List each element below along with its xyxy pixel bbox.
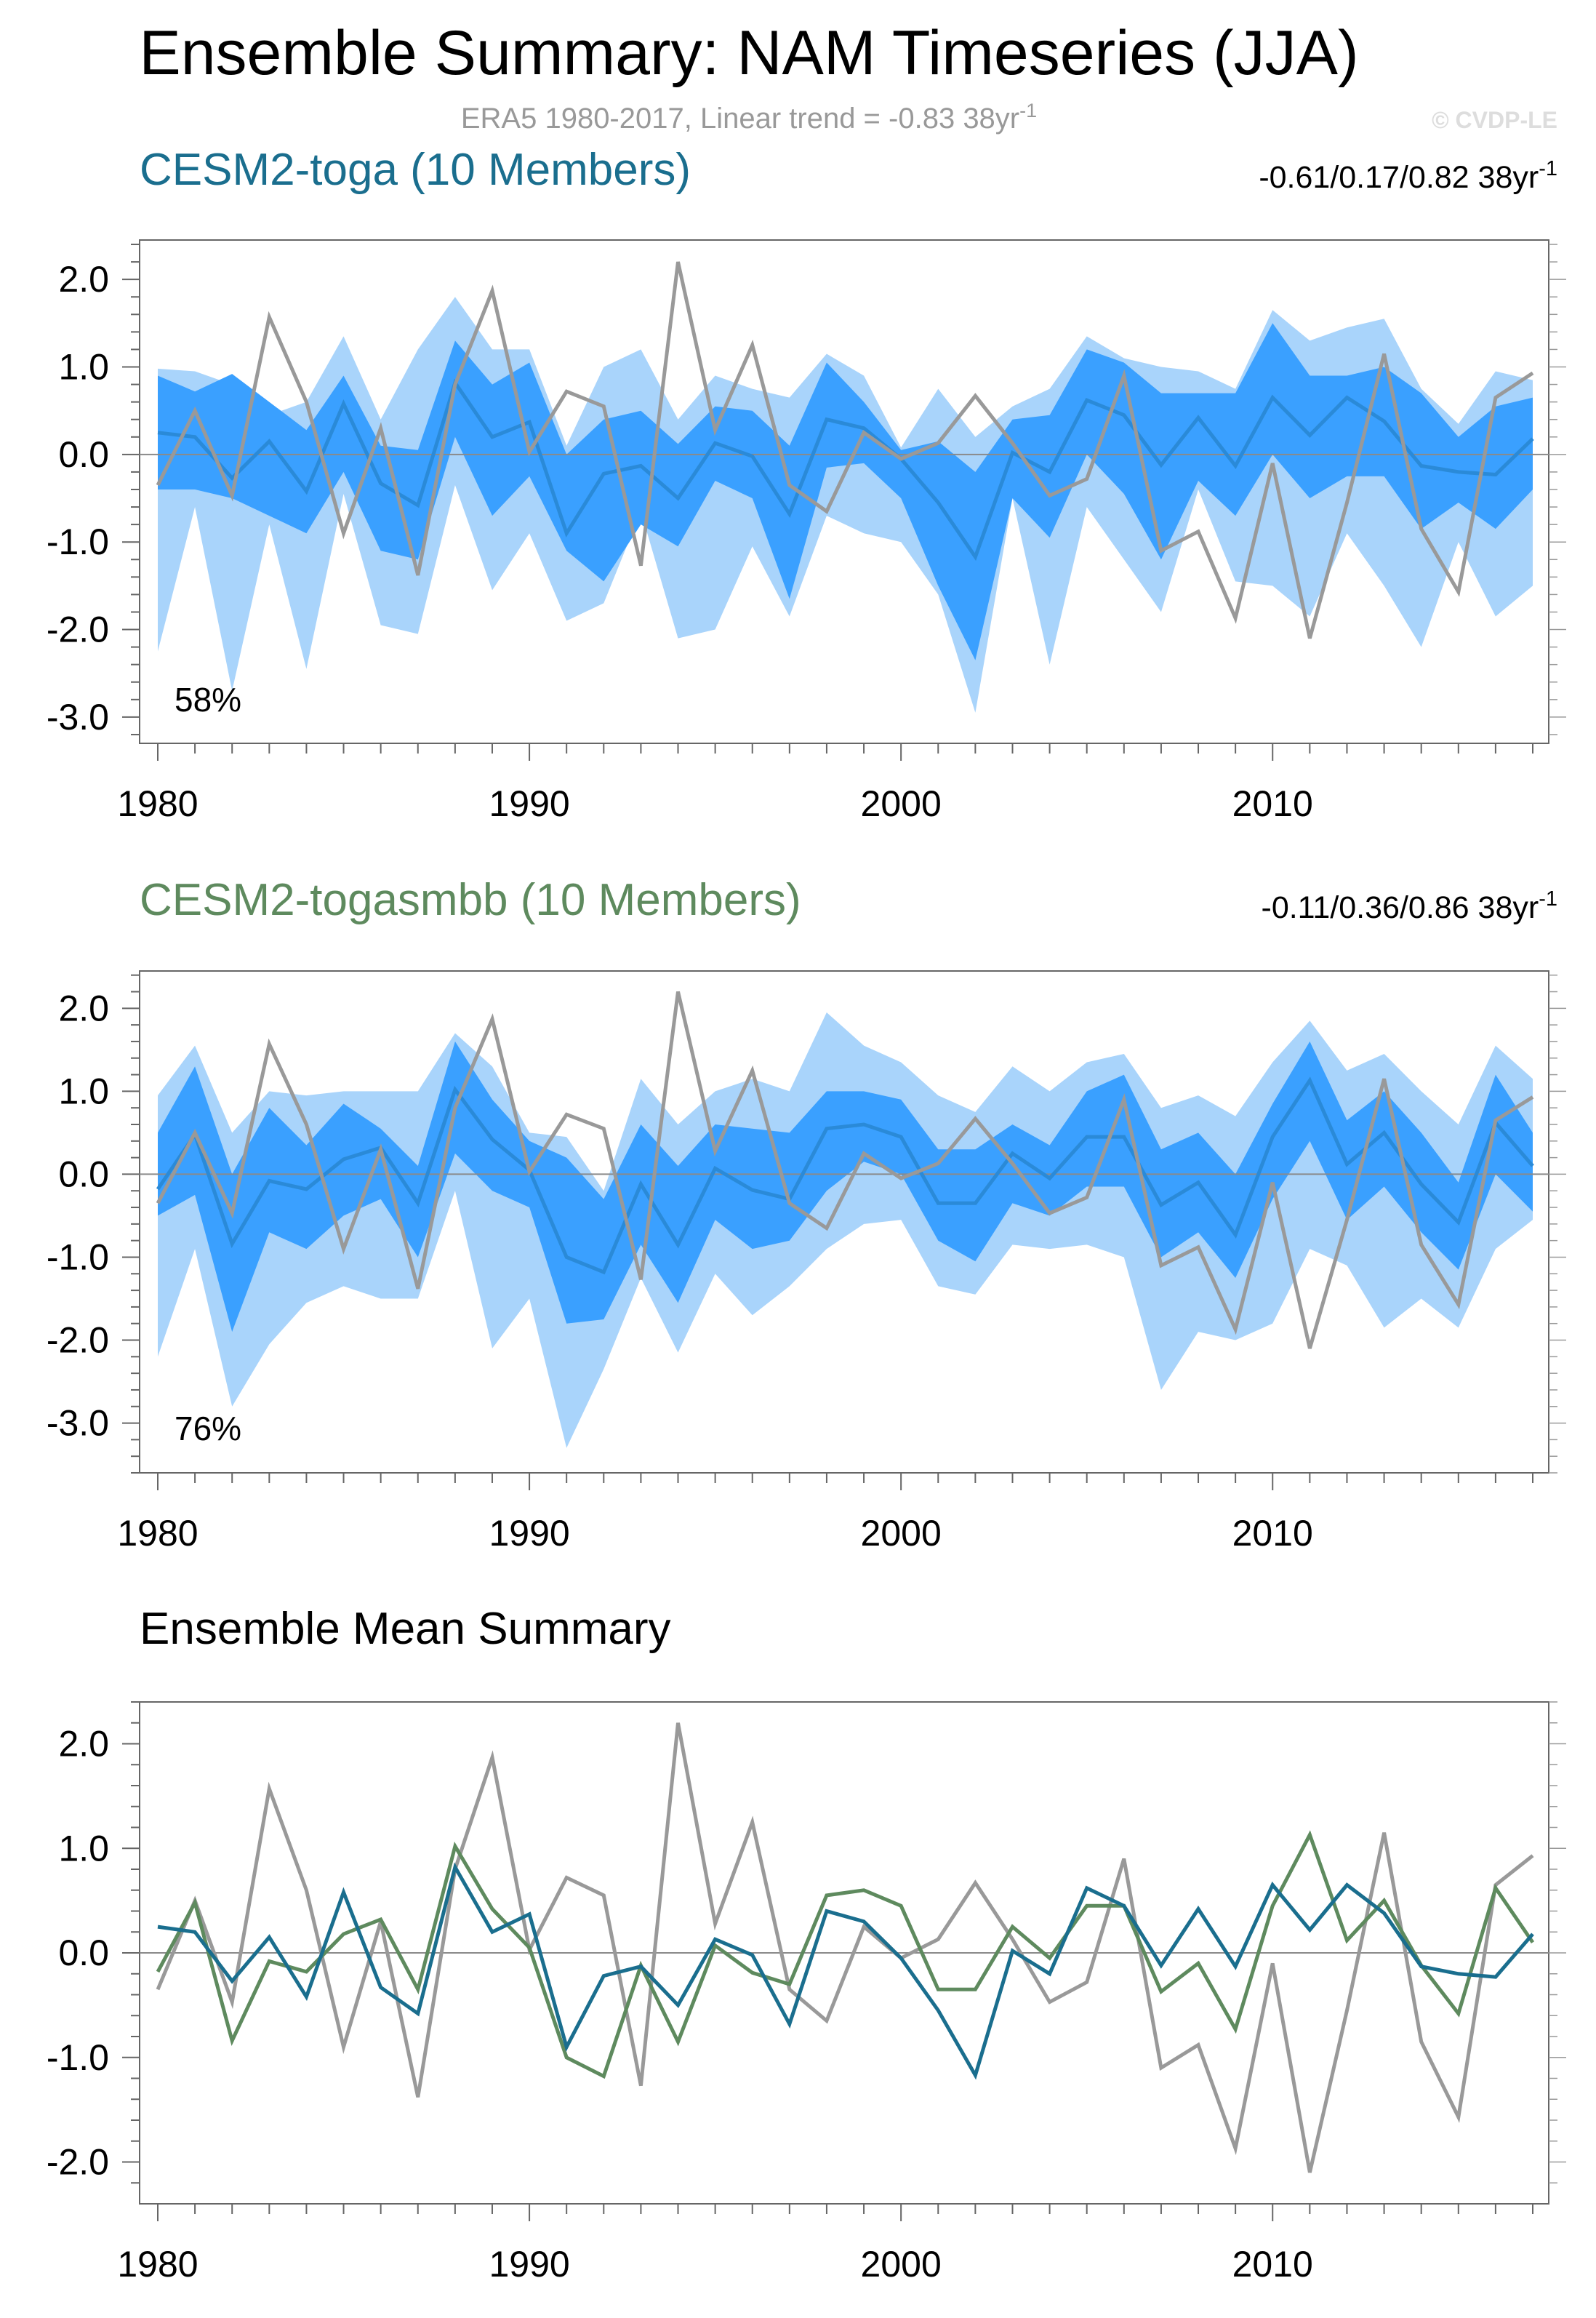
x-tick-label: 2010 [1232,1513,1313,1554]
x-tick-label: 1990 [489,783,569,824]
cesm2-toga-line [157,1862,1534,2080]
y-tick-label: -3.0 [47,697,109,738]
trend-label: -0.61/0.17/0.82 38yr-1 [1259,157,1557,195]
ensemble-mean-line [157,378,1534,561]
x-tick-label: 2010 [1232,2244,1313,2285]
x-tick-label: 1990 [489,1513,569,1554]
trend-exponent: -1 [1539,157,1557,180]
trend-label: -0.11/0.36/0.86 38yr-1 [1262,887,1558,925]
y-tick-label: 1.0 [58,1828,109,1869]
percent-label: 76% [175,1410,241,1447]
observed-line [156,1722,1534,2173]
panel-ensemble-mean-summary: Ensemble Mean Summary 2.0 1.0 0.0 -1.0 -2.0 1… [47,1604,1566,2285]
y-tick-label: 0.0 [58,1933,109,1973]
x-tick-label: 2010 [1232,783,1313,824]
panel-title: Ensemble Mean Summary [140,1604,671,1654]
y-tick-label: 1.0 [58,1071,109,1111]
x-tick-label: 1990 [489,2244,569,2285]
percent-label: 58% [175,681,241,719]
x-tick-label: 2000 [861,2244,942,2285]
subtitle-exponent: -1 [1019,100,1037,121]
plot-area: 2.0 1.0 0.0 -1.0 -2.0 -3.0 1980 1990 2000 2010 [47,970,1566,1554]
trend-text: -0.61/0.17/0.82 38yr [1259,160,1539,195]
subtitle-text: ERA5 1980-2017, Linear trend = -0.83 38y… [461,103,1019,135]
trend-text: -0.11/0.36/0.86 38yr [1262,890,1539,925]
y-tick-label: -1.0 [47,1236,109,1277]
y-tick-label: 2.0 [58,1724,109,1765]
y-tick-label: -3.0 [47,1403,109,1444]
figure-subtitle: ERA5 1980-2017, Linear trend = -0.83 38y… [461,100,1037,135]
x-tick-label: 1980 [117,783,198,824]
ensemble-mean-line [156,1076,1534,1275]
panel-title: CESM2-togasmbb (10 Members) [140,875,801,925]
credit-label: © CVDP-LE [1432,107,1557,133]
plot-area: 2.0 1.0 0.0 -1.0 -2.0 -3.0 1980 1990 2000 2010 [47,239,1566,824]
y-tick-label: 1.0 [58,347,109,388]
panel-title: CESM2-toga (10 Members) [140,145,691,195]
y-tick-label: -2.0 [47,610,109,650]
spread-band-inner [158,1041,1533,1332]
cesm2-togasmbb-line [156,1830,1535,2079]
y-tick-label: 2.0 [58,259,109,300]
y-tick-label: 0.0 [58,434,109,475]
observed-line [156,991,1534,1349]
y-tick-label: -2.0 [47,2142,109,2183]
y-tick-label: 2.0 [58,988,109,1028]
x-tick-label: 2000 [861,783,942,824]
y-tick-label: -1.0 [47,2037,109,2078]
y-tick-label: -1.0 [47,521,109,562]
spread-band-inner [158,323,1533,660]
x-tick-label: 1980 [117,1513,198,1554]
y-tick-label: -2.0 [47,1320,109,1361]
x-tick-label: 1980 [117,2244,198,2285]
panel-cesm2-togasmbb: CESM2-togasmbb (10 Members) -0.11/0.36/0… [47,875,1566,1554]
trend-exponent: -1 [1539,887,1557,911]
figure-title: Ensemble Summary: NAM Timeseries (JJA) [139,18,1358,88]
panel-cesm2-toga: CESM2-toga (10 Members) -0.61/0.17/0.82 … [47,145,1566,824]
observed-line [156,261,1534,639]
x-tick-label: 2000 [861,1513,942,1554]
y-tick-label: 0.0 [58,1154,109,1194]
plot-area: 2.0 1.0 0.0 -1.0 -2.0 1980 1990 2000 2010 [47,1701,1566,2285]
